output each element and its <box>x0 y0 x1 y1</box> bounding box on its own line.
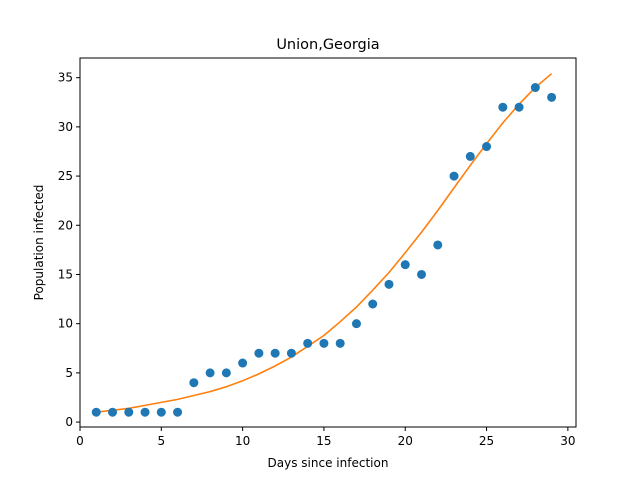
y-tick-label: 35 <box>58 71 73 85</box>
x-tick-label: 15 <box>316 434 331 448</box>
data-point <box>482 142 492 152</box>
y-tick-label: 0 <box>65 415 73 429</box>
x-tick-label: 20 <box>398 434 413 448</box>
y-tick-label: 10 <box>58 317 73 331</box>
data-point <box>286 348 296 358</box>
y-axis-title: Population infected <box>32 185 46 301</box>
data-point <box>270 348 280 358</box>
data-point <box>335 338 345 348</box>
data-point <box>238 358 248 368</box>
data-point <box>303 338 313 348</box>
y-axis: 0 5 10 15 20 25 30 35 <box>58 71 80 429</box>
data-point <box>530 83 540 93</box>
data-point <box>108 407 118 417</box>
data-point <box>156 407 166 417</box>
plot-area <box>91 73 557 417</box>
x-tick-label: 10 <box>235 434 250 448</box>
data-point <box>189 378 199 388</box>
x-tick-label: 0 <box>76 434 84 448</box>
chart-title: Union,Georgia <box>276 37 379 53</box>
y-tick-label: 30 <box>58 120 73 134</box>
data-point <box>351 319 361 329</box>
data-point <box>400 260 410 270</box>
data-point <box>221 368 231 378</box>
y-tick-label: 15 <box>58 267 73 281</box>
data-point <box>417 269 427 279</box>
x-tick-label: 30 <box>560 434 575 448</box>
y-tick-label: 25 <box>58 169 73 183</box>
data-point <box>433 240 443 250</box>
x-axis: 0 5 10 15 20 25 30 <box>76 427 576 448</box>
x-tick-label: 25 <box>479 434 494 448</box>
data-point <box>91 407 101 417</box>
fit-curve-line <box>96 73 553 413</box>
data-point <box>173 407 183 417</box>
data-point <box>319 338 329 348</box>
y-tick-label: 5 <box>65 366 73 380</box>
data-point <box>514 102 524 112</box>
data-point <box>498 102 508 112</box>
data-point <box>449 171 459 181</box>
data-point <box>384 279 394 289</box>
data-point <box>124 407 134 417</box>
axes-frame <box>79 57 577 428</box>
data-point <box>368 299 378 309</box>
data-point <box>205 368 215 378</box>
x-tick-label: 5 <box>157 434 165 448</box>
x-axis-title: Days since infection <box>268 456 389 470</box>
data-point <box>465 151 475 161</box>
y-tick-label: 20 <box>58 218 73 232</box>
data-point <box>140 407 150 417</box>
data-point <box>254 348 264 358</box>
data-point <box>547 92 557 102</box>
